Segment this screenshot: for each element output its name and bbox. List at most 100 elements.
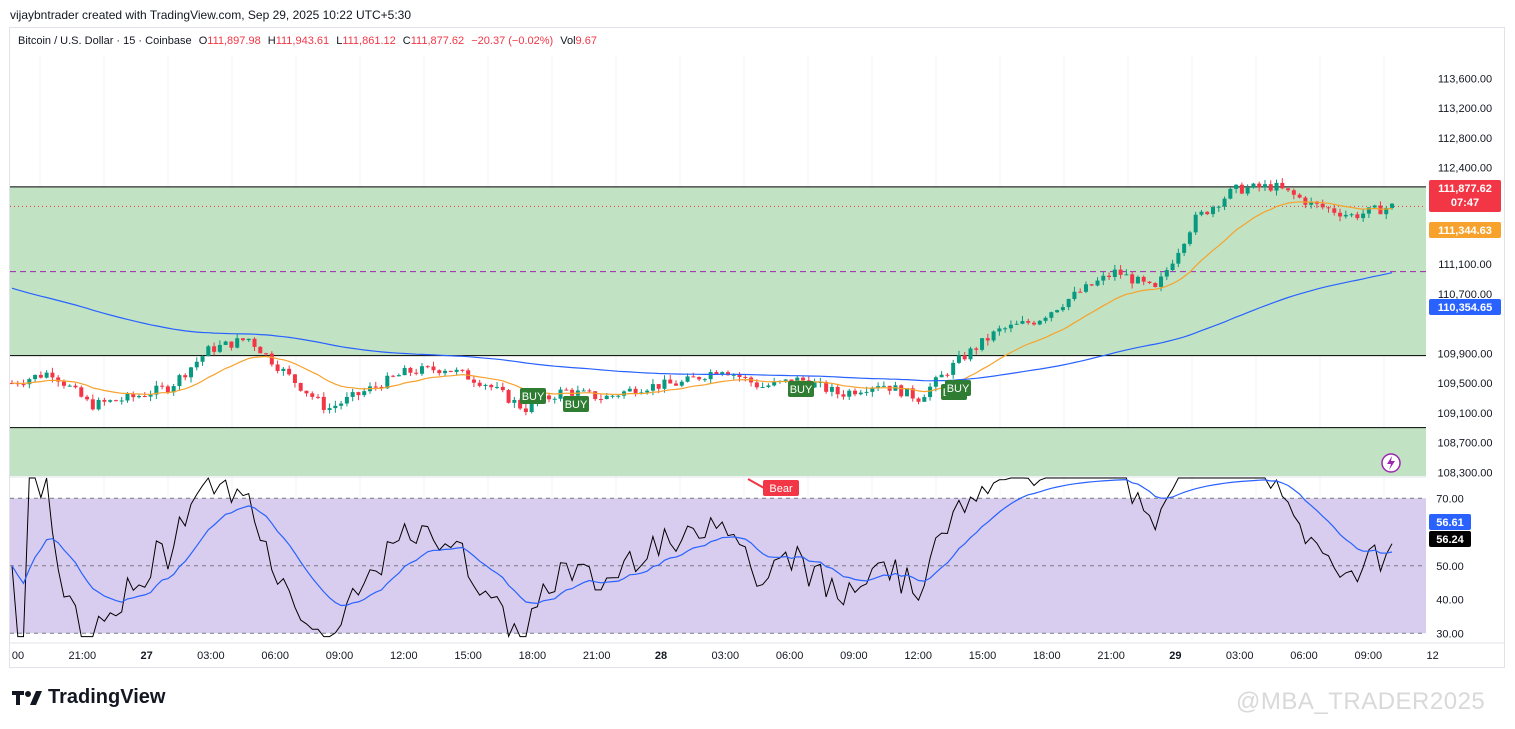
candle-body (148, 394, 153, 397)
time-axis-tick: 12 (1426, 650, 1438, 662)
candle (985, 333, 990, 346)
buy-signal-label: BUY (522, 391, 545, 403)
candle (760, 382, 765, 388)
candle (206, 344, 211, 357)
candle (148, 390, 153, 402)
candle-body (304, 390, 309, 394)
tradingview-logo[interactable]: TradingView (12, 686, 165, 709)
candle-body (962, 355, 967, 360)
candle-body (1159, 276, 1164, 287)
candle (212, 342, 217, 356)
candle-body (1245, 187, 1250, 194)
candle (881, 381, 886, 387)
candle (350, 388, 355, 402)
candle (425, 365, 430, 369)
candle-body (928, 386, 933, 398)
candle-body (1176, 252, 1181, 264)
price-axis-tick: 108,700.00 (1437, 438, 1492, 450)
buy-signal: BUY (945, 380, 971, 396)
candle (385, 372, 390, 390)
low-label: L (336, 35, 343, 47)
candle-body (656, 384, 661, 389)
candle-body (754, 382, 759, 388)
candle (708, 369, 713, 385)
candle (1274, 179, 1279, 196)
buy-signal-label: BUY (947, 383, 970, 395)
candle (1251, 182, 1256, 189)
candle-body (500, 386, 505, 391)
time-axis-tick: 18:00 (1033, 650, 1061, 662)
candle-body (593, 391, 598, 400)
candle-body (714, 372, 719, 375)
candle-body (697, 377, 702, 380)
candle (1378, 201, 1383, 215)
candle-body (419, 366, 424, 374)
candle (33, 374, 38, 382)
candle-body (523, 408, 528, 413)
candle-body (1378, 205, 1383, 215)
candle-body (108, 400, 113, 402)
price-axis-tick: 110,700.00 (1438, 289, 1492, 301)
candle (1262, 180, 1267, 191)
candle (968, 346, 973, 362)
candle-body (160, 385, 165, 387)
candle-body (1366, 207, 1371, 214)
candle-body (604, 395, 609, 400)
candle-body (454, 369, 459, 372)
candle (1153, 282, 1158, 288)
candle (223, 340, 228, 346)
candle-body (333, 405, 338, 409)
candle (1199, 209, 1204, 217)
buy-signal: BUY (520, 388, 546, 404)
candle (928, 383, 933, 401)
candle (598, 393, 603, 404)
candle (593, 390, 598, 401)
candle-body (316, 396, 321, 398)
candle-body (570, 389, 575, 396)
candle-body (1355, 214, 1360, 219)
symbol-name[interactable]: Bitcoin / U.S. Dollar · 15 · Coinbase (18, 35, 192, 47)
candle (1291, 188, 1296, 200)
symbol-legend[interactable]: Bitcoin / U.S. Dollar · 15 · Coinbase O1… (18, 35, 597, 47)
candle (1211, 205, 1216, 218)
candle-body (125, 393, 130, 401)
candle (177, 373, 182, 392)
candle-body (1060, 307, 1065, 311)
candle-body (1343, 214, 1348, 217)
candle-body (564, 389, 569, 391)
candle-body (627, 388, 632, 392)
candle-body (1234, 184, 1239, 189)
candle-body (1384, 208, 1389, 215)
candle-body (188, 367, 193, 378)
candle (316, 394, 321, 400)
candle-body (379, 386, 384, 389)
candle-body (171, 386, 176, 393)
candle-body (1199, 211, 1204, 215)
candle-body (298, 382, 303, 391)
bear-signal-pointer (747, 478, 765, 489)
candle (853, 388, 858, 397)
candle-body (27, 379, 32, 385)
candle-body (980, 338, 985, 350)
candle (391, 374, 396, 378)
candle (460, 369, 465, 373)
candle (1066, 298, 1071, 311)
candle-body (922, 397, 927, 402)
candle (90, 394, 95, 411)
candle-body (587, 390, 592, 392)
candle (96, 397, 101, 411)
candle-body (344, 396, 349, 404)
candle-body (1072, 291, 1077, 299)
high-value: 111,943.61 (275, 35, 330, 47)
ema-slow-tag-bg (1429, 299, 1501, 315)
rsi-tag-text: 56.24 (1436, 534, 1464, 546)
candle (477, 379, 482, 388)
candle (304, 390, 309, 397)
candle (980, 338, 985, 352)
close-label: C (402, 35, 411, 47)
candle-body (437, 370, 442, 374)
candle-body (327, 408, 332, 410)
candle (1014, 320, 1019, 325)
candle-body (1130, 274, 1135, 284)
